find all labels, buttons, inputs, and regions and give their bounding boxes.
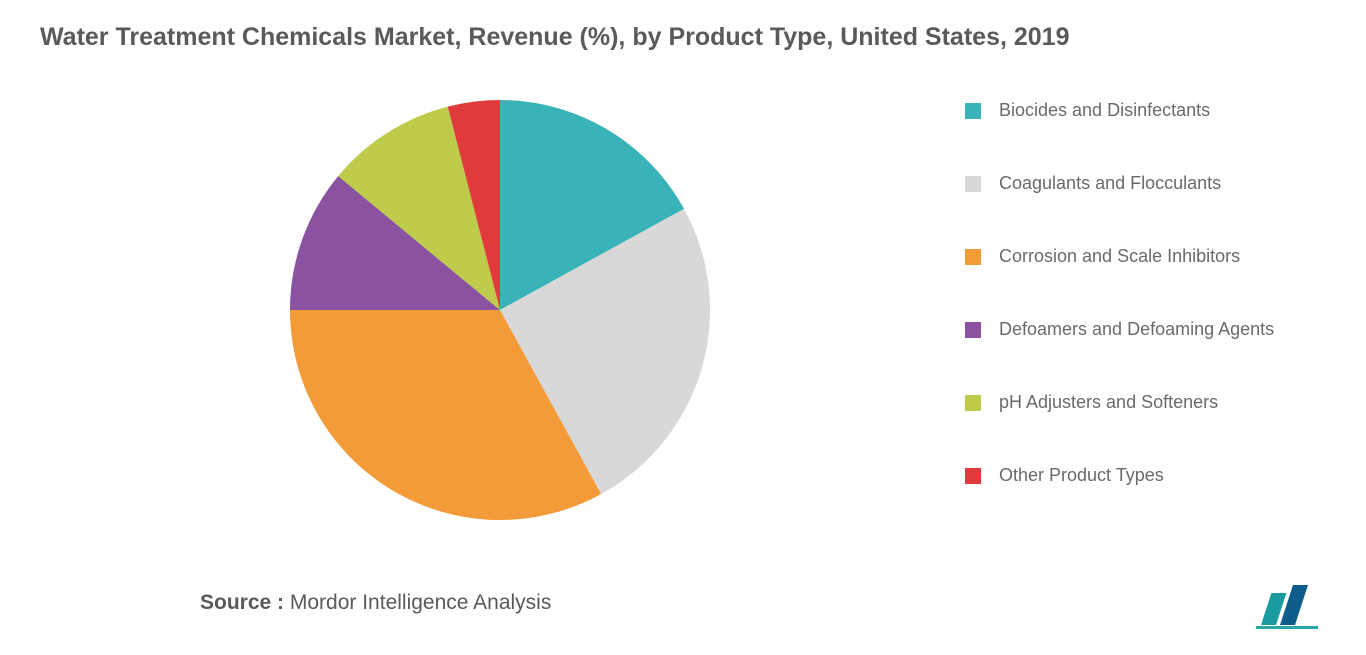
brand-logo bbox=[1256, 585, 1326, 630]
legend-swatch bbox=[965, 468, 981, 484]
pie-chart bbox=[280, 90, 720, 530]
legend-label: pH Adjusters and Softeners bbox=[999, 392, 1218, 413]
legend-label: Other Product Types bbox=[999, 465, 1164, 486]
legend-item: Coagulants and Flocculants bbox=[965, 173, 1345, 194]
source-label: Source : bbox=[200, 591, 284, 614]
legend-item: pH Adjusters and Softeners bbox=[965, 392, 1345, 413]
legend-label: Biocides and Disinfectants bbox=[999, 100, 1210, 121]
legend-item: Defoamers and Defoaming Agents bbox=[965, 319, 1345, 340]
legend: Biocides and Disinfectants Coagulants and… bbox=[965, 100, 1345, 538]
legend-swatch bbox=[965, 249, 981, 265]
legend-swatch bbox=[965, 322, 981, 338]
pie-svg bbox=[280, 90, 720, 530]
legend-item: Other Product Types bbox=[965, 465, 1345, 486]
legend-label: Corrosion and Scale Inhibitors bbox=[999, 246, 1240, 267]
legend-swatch bbox=[965, 395, 981, 411]
mi-logo-icon bbox=[1256, 585, 1326, 630]
legend-item: Corrosion and Scale Inhibitors bbox=[965, 246, 1345, 267]
chart-container: Water Treatment Chemicals Market, Revenu… bbox=[0, 0, 1366, 655]
legend-swatch bbox=[965, 103, 981, 119]
legend-item: Biocides and Disinfectants bbox=[965, 100, 1345, 121]
source-text: Mordor Intelligence Analysis bbox=[284, 591, 551, 614]
legend-swatch bbox=[965, 176, 981, 192]
source-line: Source : Mordor Intelligence Analysis bbox=[200, 591, 551, 615]
legend-label: Coagulants and Flocculants bbox=[999, 173, 1221, 194]
chart-title: Water Treatment Chemicals Market, Revenu… bbox=[40, 20, 1326, 55]
legend-label: Defoamers and Defoaming Agents bbox=[999, 319, 1274, 340]
